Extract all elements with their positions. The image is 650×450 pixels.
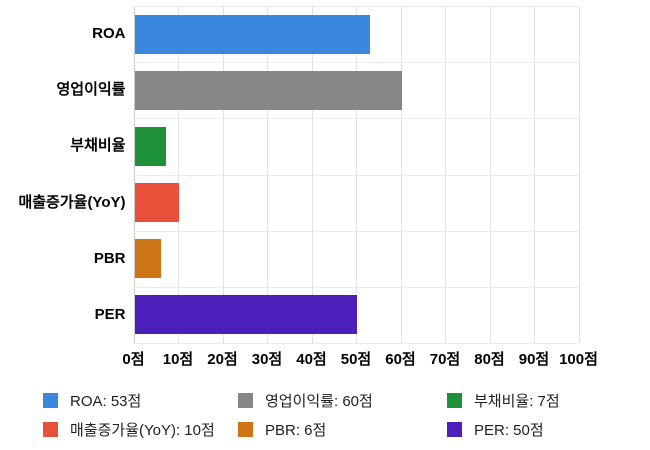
legend-label: 부채비율: 7점 — [474, 393, 560, 410]
row-separator — [133, 62, 579, 64]
category-label-roa: ROA — [92, 25, 126, 43]
x-tick-label-30: 30점 — [251, 351, 283, 368]
legend-swatch-icon — [43, 393, 58, 408]
category-label-부채비율: 부채비율 — [70, 137, 126, 155]
legend-label: 영업이익률: 60점 — [265, 393, 373, 410]
legend-item-부채비율[interactable]: 부채비율: 7점 — [447, 390, 560, 411]
legend-swatch-icon — [238, 422, 253, 437]
x-tick-label-80: 80점 — [474, 351, 505, 368]
category-label-매출증가율-yoy: 매출증가율(YoY) — [18, 193, 126, 211]
bar-per[interactable] — [134, 295, 357, 335]
legend-label: ROA: 53점 — [70, 393, 142, 410]
x-tick-label-70: 70점 — [429, 351, 461, 368]
row-separator — [133, 343, 579, 344]
legend-swatch-icon — [447, 393, 462, 408]
row-separator — [133, 118, 579, 120]
row-separator — [133, 286, 579, 288]
legend-swatch-icon — [447, 422, 462, 437]
row-separator — [133, 230, 579, 232]
legend-item-영업이익률[interactable]: 영업이익률: 60점 — [238, 390, 373, 411]
legend-label: 매출증가율(YoY): 10점 — [70, 422, 215, 439]
category-label-pbr: PBR — [93, 249, 126, 267]
x-tick-label-90: 90점 — [518, 351, 550, 368]
x-tick-label-20: 20점 — [207, 351, 238, 368]
x-tick-label-60: 60점 — [385, 351, 416, 368]
legend-swatch-icon — [238, 393, 253, 408]
legend-label: PBR: 6점 — [265, 422, 327, 439]
legend-item-pbr[interactable]: PBR: 6점 — [238, 419, 326, 440]
bar-영업이익률[interactable] — [134, 70, 402, 110]
category-label-영업이익률: 영업이익률 — [56, 81, 126, 99]
x-tick-label-10: 10점 — [162, 351, 194, 368]
row-separator — [133, 174, 579, 176]
x-tick-label-50: 50점 — [340, 351, 372, 368]
bar-roa[interactable] — [134, 14, 371, 54]
x-tick-label-40: 40점 — [296, 351, 327, 368]
legend-swatch-icon — [43, 422, 58, 437]
legend-item-roa[interactable]: ROA: 53점 — [43, 390, 141, 411]
gridline-100점 — [578, 6, 580, 343]
row-separator — [133, 6, 579, 7]
x-tick-label-0: 0점 — [122, 351, 145, 368]
legend-label: PER: 50점 — [474, 422, 544, 439]
bar-pbr[interactable] — [134, 239, 162, 279]
legend-item-per[interactable]: PER: 50점 — [447, 419, 544, 440]
x-tick-label-100: 100점 — [559, 351, 598, 368]
legend-item-매출증가율-yoy[interactable]: 매출증가율(YoY): 10점 — [43, 419, 215, 440]
bar-부채비율[interactable] — [134, 126, 166, 166]
bar-매출증가율-yoy[interactable] — [134, 183, 179, 223]
category-label-per: PER — [94, 305, 126, 323]
